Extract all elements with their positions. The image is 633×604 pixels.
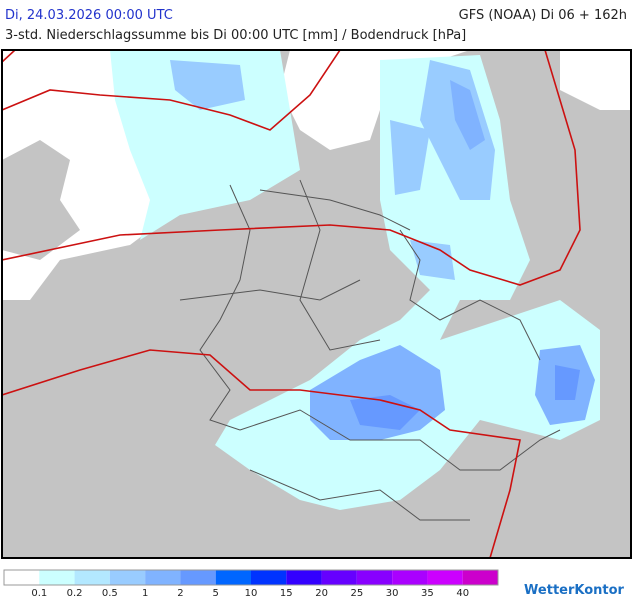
valid-date: Di, 24.03.2026 00:00 UTC: [5, 8, 173, 23]
legend-swatch: [321, 570, 357, 585]
legend-swatch: [4, 570, 40, 585]
england: [2, 140, 80, 260]
subtitle: 3-std. Niederschlagssumme bis Di 00:00 U…: [5, 28, 466, 43]
legend-label: 0.1: [31, 588, 47, 599]
legend-label: 0.2: [67, 588, 83, 599]
map-frame: [1, 49, 632, 559]
precip-heavy: [450, 80, 485, 150]
legend-label: 40: [456, 588, 469, 599]
legend-swatch: [39, 570, 75, 585]
borders: [179, 179, 561, 521]
logo: WetterKontor: [524, 583, 625, 598]
sea: [2, 50, 631, 150]
legend-swatch: [392, 570, 428, 585]
legend-label: 1: [142, 588, 148, 599]
legend-swatch: [427, 570, 463, 585]
legend-swatch: [109, 570, 146, 585]
legend-swatch: [215, 570, 251, 585]
model-run: GFS (NOAA) Di 06 + 162h: [459, 8, 627, 23]
legend-frame: [3, 569, 499, 586]
legend-label: 10: [245, 588, 258, 599]
legend: 0.1 0.2 0.5 1 2 5 10 15 20 25 30 35 40: [3, 569, 499, 599]
legend-swatch: [356, 570, 393, 585]
legend-swatch: [286, 570, 322, 585]
legend-swatch: [462, 570, 498, 585]
legend-swatch: [74, 570, 110, 585]
legend-swatch: [145, 570, 181, 585]
isobars: [2, 50, 581, 558]
precip-core: [350, 395, 420, 430]
precip-core: [555, 365, 580, 400]
legend-label: 30: [386, 588, 399, 599]
precip-moderate: [410, 240, 455, 280]
precip-light: [110, 50, 300, 240]
legend-swatch: [251, 570, 287, 585]
legend-label: 25: [350, 588, 363, 599]
legend-label: 15: [280, 588, 293, 599]
legend-label: 35: [421, 588, 434, 599]
legend-label: 20: [315, 588, 328, 599]
legend-label: 2: [177, 588, 183, 599]
legend-label: 0.5: [102, 588, 118, 599]
precip-moderate: [170, 60, 245, 110]
legend-swatch: [180, 570, 216, 585]
legend-label: 5: [213, 588, 219, 599]
map: [1, 49, 632, 559]
precip-moderate: [420, 60, 495, 200]
precip-moderate: [390, 120, 430, 195]
